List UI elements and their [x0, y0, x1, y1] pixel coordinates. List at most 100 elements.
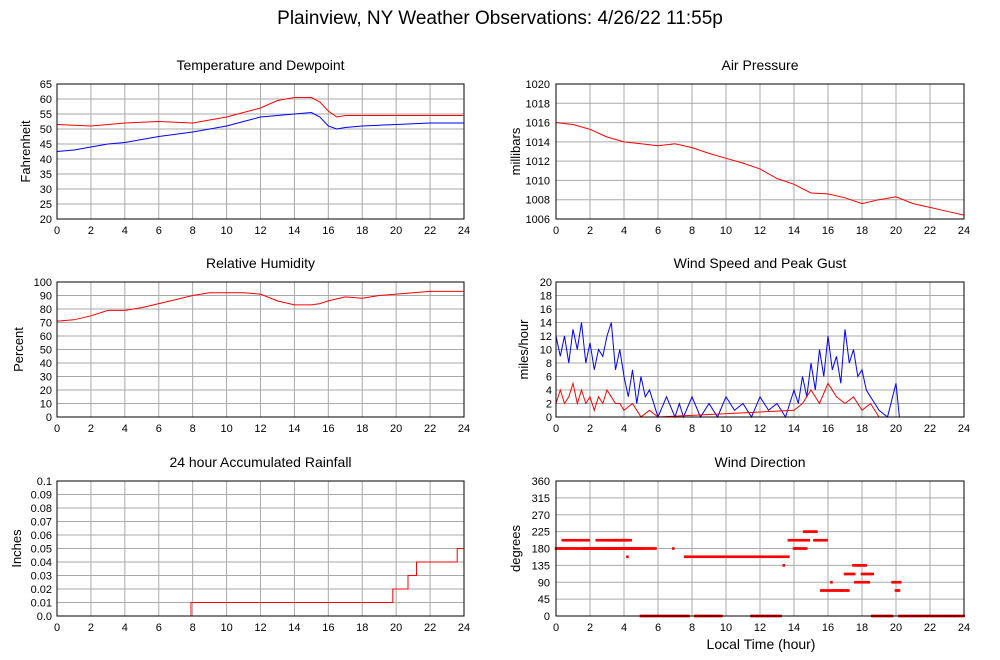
direction-point	[835, 589, 838, 592]
direction-point	[635, 547, 639, 550]
direction-point	[790, 538, 794, 542]
y-tick-label: 2	[546, 399, 552, 411]
y-tick-label: 20	[40, 214, 52, 226]
direction-point	[804, 547, 808, 550]
direction-point	[822, 538, 825, 542]
direction-point	[895, 580, 899, 584]
direction-point	[618, 538, 622, 542]
series-line-red	[57, 548, 464, 617]
direction-point	[685, 555, 689, 559]
y-tick-label: 0.0	[37, 611, 52, 623]
direction-point	[696, 555, 699, 559]
chart-title: Wind Direction	[714, 454, 805, 470]
direction-point	[589, 547, 593, 550]
direction-point	[598, 547, 602, 550]
x-tick-label: 6	[655, 622, 661, 634]
direction-point	[720, 555, 724, 559]
direction-point	[738, 555, 742, 559]
direction-point	[644, 547, 648, 550]
direction-point	[741, 555, 745, 559]
y-tick-label: 1008	[526, 195, 550, 207]
x-tick-label: 0	[54, 225, 60, 237]
x-tick-label: 10	[720, 423, 732, 435]
direction-point	[825, 538, 828, 542]
chart-title: Air Pressure	[721, 57, 798, 73]
direction-point	[734, 555, 737, 559]
direction-point	[813, 530, 817, 533]
direction-point	[843, 572, 847, 576]
x-tick-label: 18	[356, 423, 368, 435]
direction-point	[789, 538, 792, 542]
x-tick-label: 6	[655, 423, 661, 435]
direction-point	[600, 538, 603, 542]
x-tick-label: 4	[621, 423, 627, 435]
direction-point	[570, 547, 573, 550]
direction-point	[613, 547, 616, 550]
x-tick-label: 18	[856, 423, 868, 435]
direction-point	[760, 555, 763, 559]
direction-point	[792, 538, 795, 542]
x-tick-label: 22	[424, 225, 436, 237]
direction-point	[859, 564, 863, 567]
direction-point	[597, 538, 600, 542]
x-tick-label: 10	[720, 225, 732, 237]
direction-point	[803, 547, 807, 550]
direction-point	[614, 547, 618, 550]
direction-point	[617, 547, 621, 550]
direction-point	[897, 580, 901, 584]
direction-point	[785, 555, 789, 559]
direction-point	[812, 530, 815, 533]
direction-point	[566, 538, 569, 542]
direction-point	[624, 538, 628, 542]
direction-point	[672, 547, 675, 550]
direction-point	[617, 538, 620, 542]
direction-point	[855, 564, 858, 567]
y-tick-label: 70	[40, 318, 52, 330]
direction-point	[606, 538, 609, 542]
x-tick-label: 20	[890, 225, 902, 237]
direction-point	[579, 547, 582, 550]
direction-point	[646, 547, 650, 550]
direction-point	[624, 547, 627, 550]
y-axis-label: Fahrenheit	[18, 120, 33, 183]
direction-point	[830, 589, 834, 592]
direction-point	[799, 538, 803, 542]
x-tick-label: 24	[958, 423, 970, 435]
direction-point	[585, 538, 589, 542]
direction-point	[729, 555, 733, 559]
x-tick-label: 22	[424, 622, 436, 634]
direction-point	[574, 547, 578, 550]
direction-point	[614, 538, 617, 542]
y-tick-label: 14	[540, 318, 552, 330]
direction-point	[771, 555, 775, 559]
direction-point	[643, 547, 647, 550]
direction-point	[716, 555, 719, 559]
x-tick-label: 6	[156, 423, 162, 435]
direction-point	[787, 555, 790, 559]
direction-point	[610, 547, 613, 550]
direction-point	[860, 572, 864, 576]
direction-point	[697, 555, 701, 559]
y-tick-label: 20	[540, 277, 552, 289]
direction-point	[563, 538, 566, 542]
direction-point	[801, 547, 805, 550]
direction-point	[605, 547, 609, 550]
direction-point	[838, 589, 841, 592]
series-line-red	[56, 290, 464, 322]
direction-point	[592, 547, 596, 550]
x-tick-label: 6	[156, 225, 162, 237]
direction-point	[582, 538, 586, 542]
direction-point	[792, 547, 796, 550]
direction-point	[600, 547, 603, 550]
x-tick-label: 24	[458, 622, 470, 634]
x-tick-label: 8	[689, 423, 695, 435]
direction-point	[758, 555, 762, 559]
direction-point	[866, 580, 869, 584]
direction-point	[836, 589, 840, 592]
direction-point	[588, 547, 591, 550]
plot-frame	[56, 480, 465, 617]
direction-point	[591, 547, 594, 550]
x-tick-label: 20	[390, 423, 402, 435]
y-tick-label: 225	[532, 527, 550, 539]
y-tick-label: 20	[40, 385, 52, 397]
